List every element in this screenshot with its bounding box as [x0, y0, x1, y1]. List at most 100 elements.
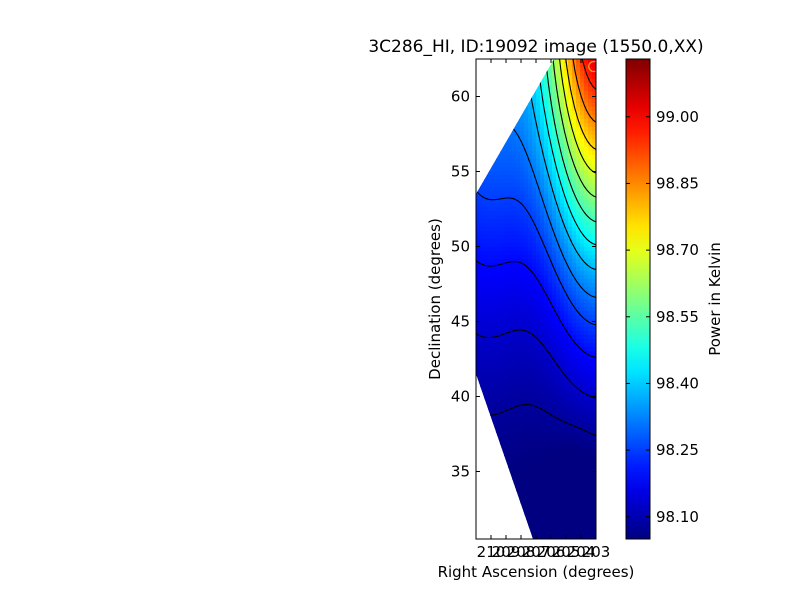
heatmap-cell [540, 507, 545, 512]
heatmap-cell [560, 183, 565, 188]
heatmap-cell [572, 183, 577, 188]
heatmap-cell [572, 395, 577, 400]
colorbar-tick-label: 98.25 [656, 441, 699, 459]
heatmap-cell [500, 399, 505, 404]
heatmap-cell [540, 223, 545, 228]
heatmap-cell [484, 223, 489, 228]
heatmap-cell [492, 219, 497, 224]
heatmap-cell [520, 331, 525, 336]
heatmap-cell [588, 263, 593, 268]
heatmap-cell [576, 483, 581, 488]
heatmap-cell [516, 287, 521, 292]
heatmap-cell [584, 467, 589, 472]
heatmap-cell [580, 503, 585, 508]
heatmap-cell [580, 283, 585, 288]
heatmap-cell [516, 83, 521, 88]
heatmap-cell [544, 507, 549, 512]
heatmap-cell [512, 119, 517, 124]
heatmap-cell [560, 247, 565, 252]
heatmap-cell [500, 459, 505, 464]
heatmap-cell [544, 267, 549, 272]
heatmap-cell [480, 391, 485, 396]
heatmap-cell [576, 495, 581, 500]
heatmap-cell [540, 487, 545, 492]
heatmap-cell [476, 267, 481, 272]
heatmap-cell [544, 259, 549, 264]
heatmap-cell [540, 375, 545, 380]
heatmap-cell [508, 531, 513, 536]
heatmap-cell [556, 175, 561, 180]
heatmap-cell [588, 479, 593, 484]
heatmap-cell [536, 455, 541, 460]
heatmap-cell [580, 243, 585, 248]
heatmap-cell [528, 183, 533, 188]
heatmap-cell [500, 443, 505, 448]
heatmap-cell [552, 63, 557, 68]
heatmap-cell [572, 159, 577, 164]
heatmap-cell [580, 103, 585, 108]
heatmap-cell [512, 75, 517, 80]
heatmap-cell [508, 503, 513, 508]
heatmap-cell [564, 239, 569, 244]
heatmap-cell [568, 359, 573, 364]
heatmap-cell [476, 263, 481, 268]
heatmap-cell [500, 203, 505, 208]
heatmap-cell [528, 99, 533, 104]
heatmap-cell [536, 147, 541, 152]
heatmap-cell [488, 355, 493, 360]
heatmap-cell [516, 343, 521, 348]
heatmap-cell [568, 531, 573, 536]
heatmap-cell [492, 179, 497, 184]
heatmap-cell [528, 147, 533, 152]
heatmap-cell [536, 463, 541, 468]
heatmap-cell [504, 483, 509, 488]
heatmap-cell [568, 75, 573, 80]
heatmap-cell [588, 75, 593, 80]
heatmap-cell [508, 431, 513, 436]
heatmap-cell [544, 59, 549, 64]
heatmap-cell [480, 63, 485, 68]
heatmap-cell [540, 87, 545, 92]
heatmap-cell [496, 331, 501, 336]
heatmap-cell [524, 231, 529, 236]
heatmap-cell [552, 315, 557, 320]
heatmap-cell [540, 111, 545, 116]
heatmap-cell [496, 339, 501, 344]
heatmap-cell [556, 159, 561, 164]
heatmap-cell [592, 323, 596, 328]
heatmap-cell [516, 143, 521, 148]
heatmap-cell [500, 183, 505, 188]
heatmap-cell [544, 419, 549, 424]
heatmap-cell [492, 143, 497, 148]
heatmap-cell [528, 475, 533, 480]
heatmap-cell [592, 79, 596, 84]
heatmap-cell [500, 135, 505, 140]
heatmap-cell [480, 231, 485, 236]
heatmap-cell [536, 223, 541, 228]
heatmap-cell [504, 451, 509, 456]
heatmap-cell [516, 319, 521, 324]
heatmap-cell [572, 195, 577, 200]
heatmap-cell [516, 99, 521, 104]
heatmap-cell [556, 91, 561, 96]
heatmap-cell [588, 151, 593, 156]
heatmap-cell [584, 207, 589, 212]
heatmap-cell [496, 503, 501, 508]
heatmap-cell [476, 531, 481, 536]
heatmap-cell [568, 235, 573, 240]
heatmap-cell [572, 419, 577, 424]
heatmap-cell [556, 127, 561, 132]
heatmap-cell [500, 95, 505, 100]
heatmap-cell [560, 271, 565, 276]
heatmap-cell [516, 367, 521, 372]
heatmap-cell [520, 207, 525, 212]
heatmap-cell [540, 535, 545, 539]
heatmap-cell [524, 163, 529, 168]
heatmap-cell [564, 75, 569, 80]
heatmap-cell [564, 507, 569, 512]
heatmap-cell [516, 159, 521, 164]
heatmap-cell [564, 515, 569, 520]
heatmap-cell [496, 323, 501, 328]
heatmap-cell [480, 207, 485, 212]
heatmap-cell [556, 487, 561, 492]
